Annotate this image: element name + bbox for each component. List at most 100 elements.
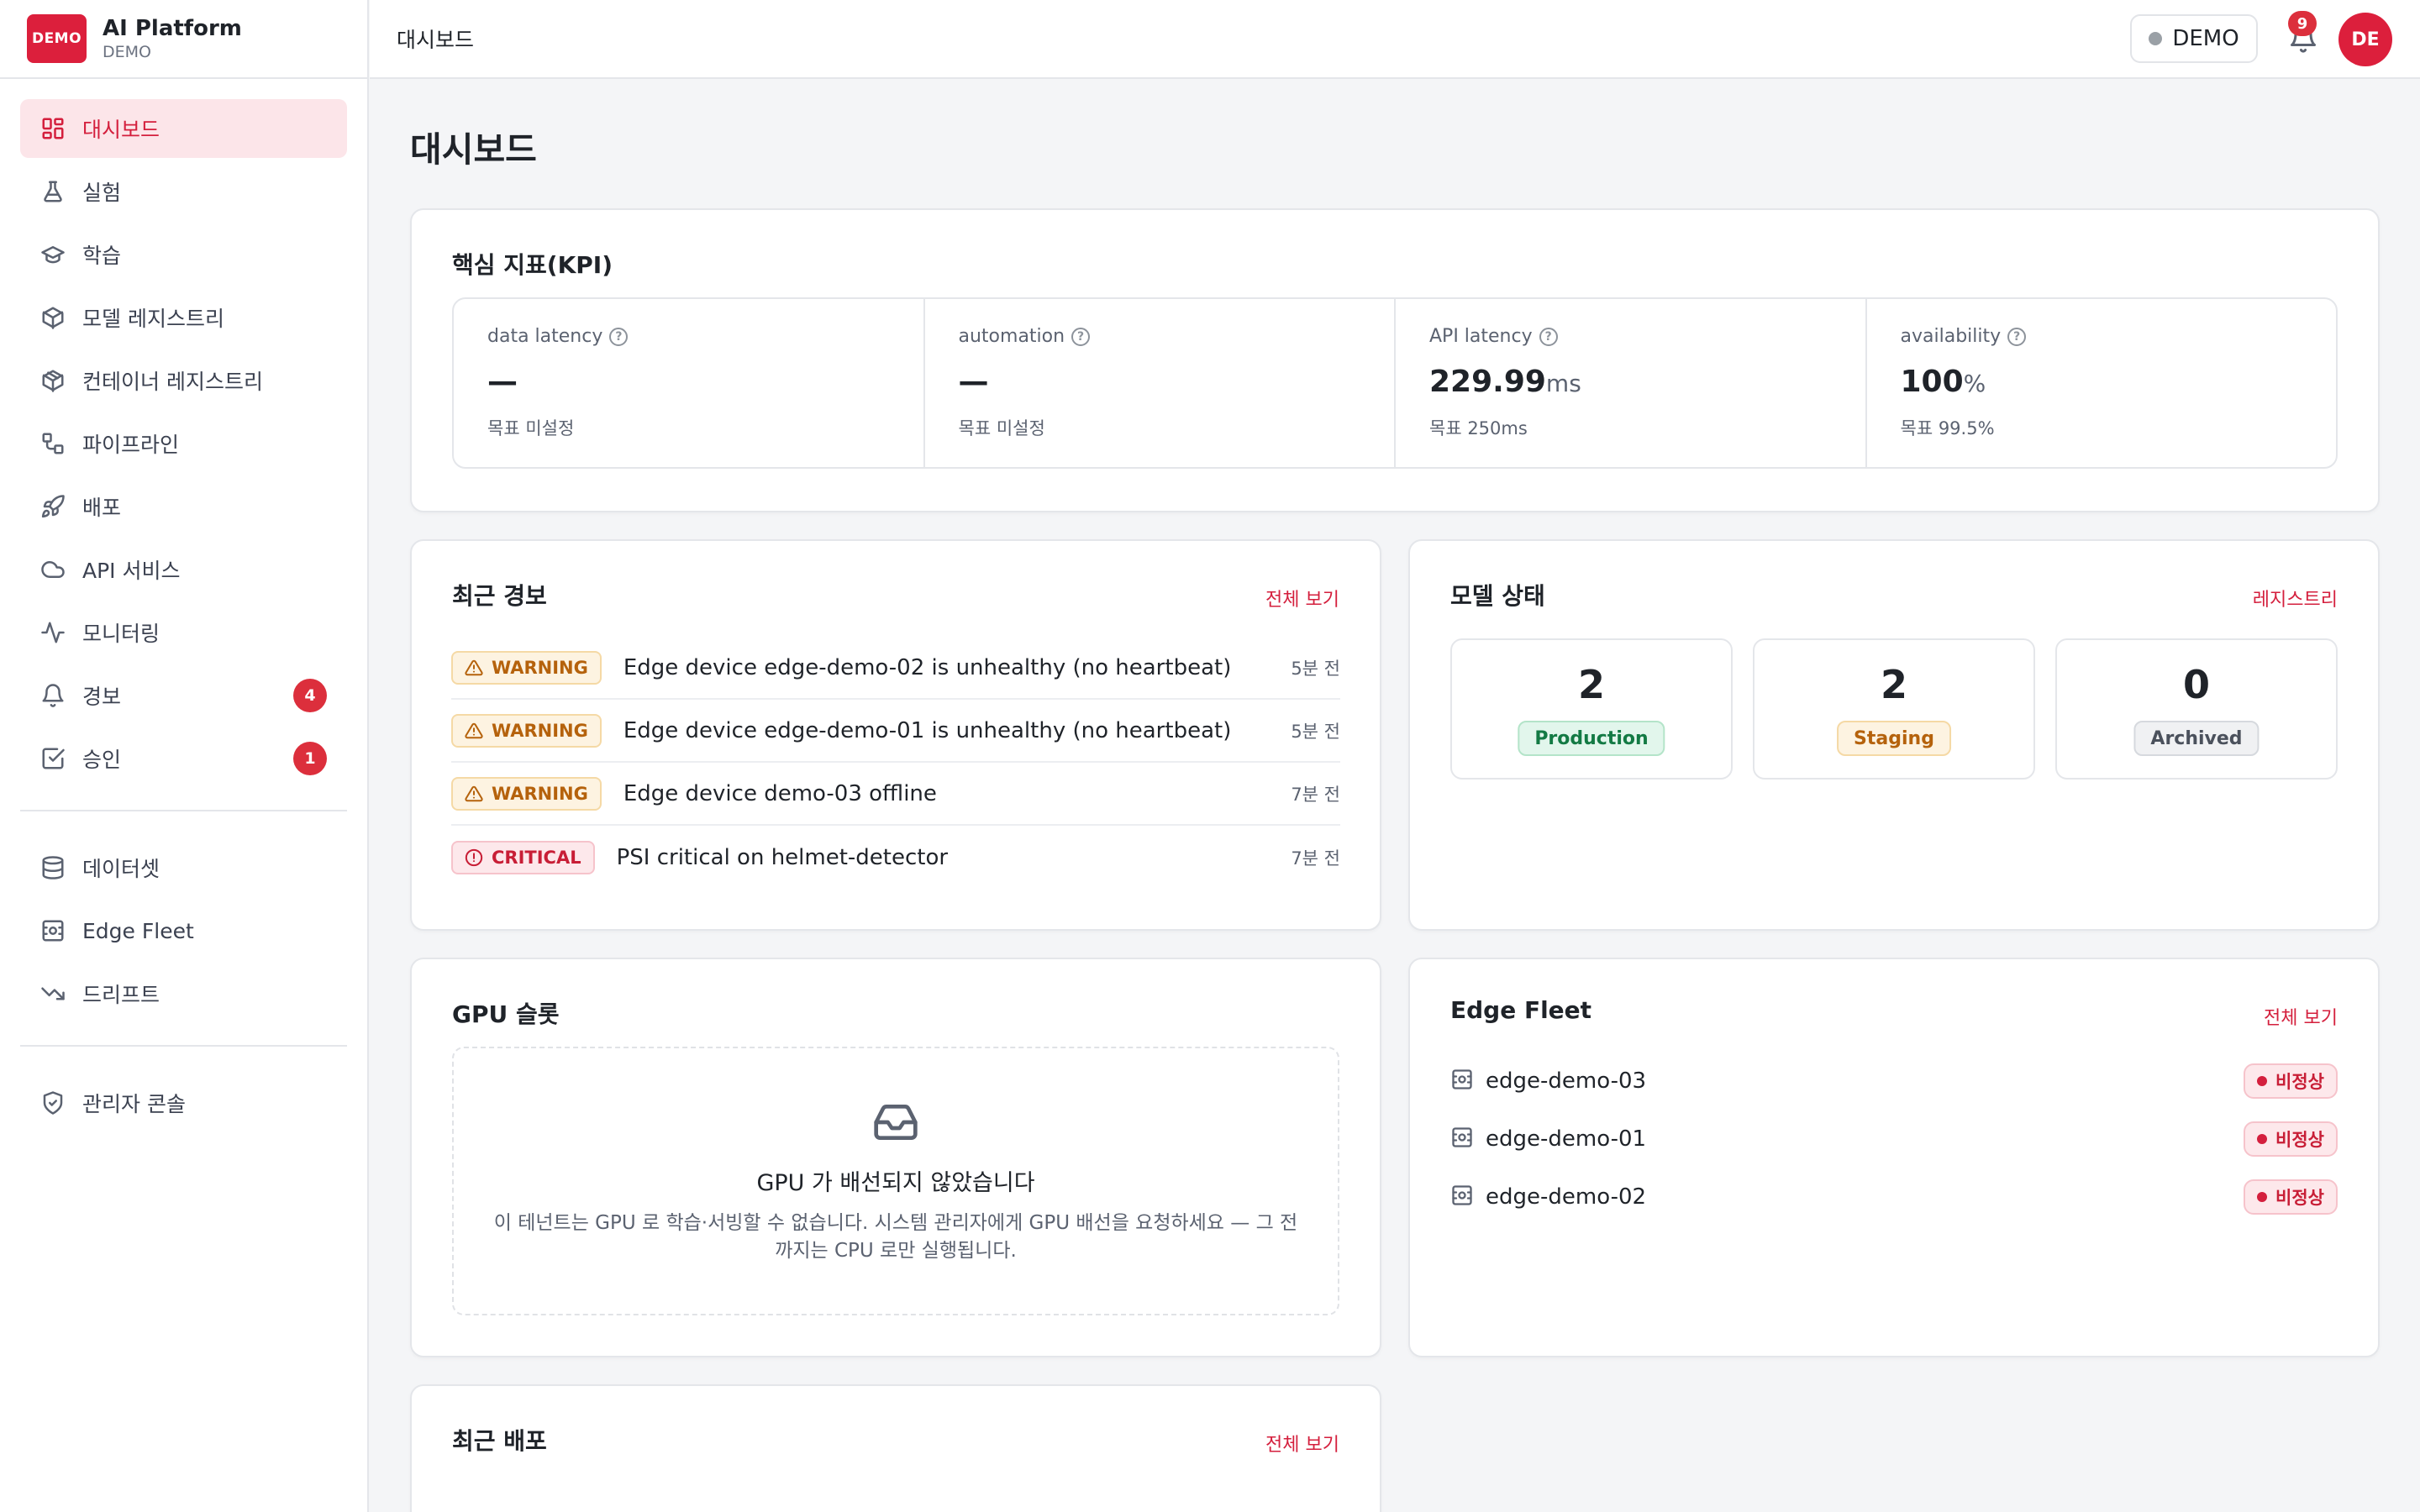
model-stage-archived[interactable]: 0 Archived — [2055, 638, 2338, 780]
sidebar-item-drift[interactable]: 드리프트 — [20, 964, 347, 1023]
package-icon — [40, 305, 66, 330]
tenant-status-dot — [2149, 32, 2163, 45]
inbox-icon — [869, 1099, 923, 1146]
edge-status-badge: 비정상 — [2244, 1063, 2338, 1099]
sidebar-item-label: 파이프라인 — [82, 433, 180, 457]
model-stage-count: 2 — [1577, 662, 1605, 707]
sidebar-item-model-registry[interactable]: 모델 레지스트리 — [20, 288, 347, 347]
model-stage-count: 0 — [2182, 662, 2210, 707]
status-dot — [2257, 1134, 2268, 1144]
brand-sub: DEMO — [103, 43, 151, 61]
sidebar-item-deploy[interactable]: 배포 — [20, 477, 347, 536]
sidebar-item-api-service[interactable]: API 서비스 — [20, 540, 347, 599]
device-icon — [1450, 1184, 1474, 1210]
container-box-icon — [40, 368, 66, 393]
device-icon — [1450, 1068, 1474, 1095]
sidebar-item-label: 컨테이너 레지스트리 — [82, 370, 263, 394]
alert-row[interactable]: CRITICAL PSI critical on helmet-detector… — [451, 826, 1340, 889]
kpi-automation: automation? — 목표 미설정 — [925, 299, 1396, 467]
kpi-label: data latency — [487, 326, 603, 347]
sidebar-item-label: 관리자 콘솔 — [82, 1092, 186, 1116]
edge-fleet-view-all-link[interactable]: 전체 보기 — [2264, 1008, 2338, 1029]
edge-device-row[interactable]: edge-demo-03 비정상 — [1450, 1060, 2338, 1102]
sidebar-item-monitoring[interactable]: 모니터링 — [20, 603, 347, 662]
check-square-icon — [40, 746, 66, 771]
sidebar-item-datasets[interactable]: 데이터셋 — [20, 838, 347, 897]
sidebar-item-experiments[interactable]: 실험 — [20, 162, 347, 221]
alert-row[interactable]: WARNING Edge device edge-demo-01 is unhe… — [451, 700, 1340, 763]
sidebar-item-label: 드리프트 — [82, 983, 160, 1007]
trending-down-icon — [40, 981, 66, 1006]
severity-badge-critical: CRITICAL — [451, 840, 595, 874]
breadcrumb[interactable]: 대시보드 — [397, 28, 475, 52]
severity-label: CRITICAL — [492, 847, 581, 868]
shield-check-icon — [40, 1090, 66, 1116]
alert-message: PSI critical on helmet-detector — [616, 844, 949, 870]
kpi-data-latency: data latency? — 목표 미설정 — [454, 299, 925, 467]
model-stage-production[interactable]: 2 Production — [1450, 638, 1733, 780]
kpi-availability: availability? 100% 목표 99.5% — [1867, 299, 2337, 467]
recent-alerts-title: 최근 경보 — [452, 582, 547, 610]
help-icon[interactable]: ? — [1071, 327, 1091, 346]
user-avatar[interactable]: DE — [2338, 13, 2392, 66]
edge-device-row[interactable]: edge-demo-02 비정상 — [1450, 1176, 2338, 1218]
gpu-slots-card: GPU 슬롯 GPU 가 배선되지 않았습니다 이 테넌트는 GPU 로 학습·… — [410, 958, 1381, 1357]
kpi-unit: ms — [1545, 370, 1581, 397]
sidebar-item-admin-console[interactable]: 관리자 콘솔 — [20, 1074, 347, 1132]
sidebar-item-alerts[interactable]: 경보 4 — [20, 666, 347, 725]
edge-fleet-title: Edge Fleet — [1450, 996, 1592, 1024]
alert-message: Edge device demo-03 offline — [623, 780, 937, 806]
sidebar-item-edge-fleet[interactable]: Edge Fleet — [20, 901, 347, 960]
sidebar-item-container-registry[interactable]: 컨테이너 레지스트리 — [20, 351, 347, 410]
kpi-row: data latency? — 목표 미설정 automation? — 목표 … — [452, 297, 2338, 469]
kpi-target: 목표 미설정 — [958, 418, 1045, 438]
kpi-target: 목표 99.5% — [1900, 418, 1995, 438]
tenant-label: DEMO — [2172, 26, 2239, 51]
help-icon[interactable]: ? — [609, 327, 629, 346]
kpi-value: 229.99 — [1429, 365, 1546, 399]
graduation-cap-icon — [40, 242, 66, 267]
kpi-value: — — [487, 365, 518, 399]
alerts-view-all-link[interactable]: 전체 보기 — [1265, 590, 1339, 611]
gpu-empty-state: GPU 가 배선되지 않았습니다 이 테넌트는 GPU 로 학습·서빙할 수 없… — [452, 1047, 1339, 1315]
edge-device-row[interactable]: edge-demo-01 비정상 — [1450, 1118, 2338, 1160]
topbar: 대시보드 DEMO 9 DE — [370, 0, 2420, 79]
edge-status-label: 비정상 — [2275, 1072, 2324, 1092]
sidebar-item-label: 데이터셋 — [82, 857, 160, 881]
sidebar-item-pipeline[interactable]: 파이프라인 — [20, 414, 347, 473]
alert-row[interactable]: WARNING Edge device edge-demo-02 is unhe… — [451, 637, 1340, 700]
severity-badge-warning: WARNING — [451, 650, 602, 685]
rocket-icon — [40, 494, 66, 519]
alert-time: 5분 전 — [1291, 658, 1340, 679]
sidebar-nav: 대시보드 실험 학습 모델 레지스트리 컨테이너 레지스트리 파이프라인 배포 — [0, 79, 367, 1132]
model-stage-staging[interactable]: 2 Staging — [1753, 638, 2035, 780]
gpu-slots-title: GPU 슬롯 — [452, 1000, 560, 1028]
pipeline-icon — [40, 431, 66, 456]
cloud-icon — [40, 557, 66, 582]
deployments-view-all-link[interactable]: 전체 보기 — [1265, 1435, 1339, 1456]
flask-icon — [40, 179, 66, 204]
sidebar-item-training[interactable]: 학습 — [20, 225, 347, 284]
kpi-value: — — [958, 365, 989, 399]
sidebar-item-label: 배포 — [82, 496, 122, 520]
sidebar-item-approvals[interactable]: 승인 1 — [20, 729, 347, 788]
approvals-count-badge: 1 — [293, 742, 327, 775]
tenant-selector[interactable]: DEMO — [2130, 14, 2258, 63]
alert-row[interactable]: WARNING Edge device demo-03 offline 7분 전 — [451, 763, 1340, 826]
brand[interactable]: DEMO AI Platform DEMO — [0, 0, 367, 79]
edge-device-name: edge-demo-01 — [1486, 1126, 1647, 1152]
stage-tag-production: Production — [1518, 721, 1665, 756]
stage-tag-staging: Staging — [1837, 721, 1951, 756]
alert-message: Edge device edge-demo-01 is unhealthy (n… — [623, 717, 1232, 743]
kpi-unit: % — [1963, 370, 1986, 397]
database-icon — [40, 855, 66, 880]
help-icon[interactable]: ? — [1539, 327, 1558, 346]
sidebar-item-dashboard[interactable]: 대시보드 — [20, 99, 347, 158]
severity-label: WARNING — [492, 657, 588, 678]
model-registry-link[interactable]: 레지스트리 — [2252, 590, 2338, 611]
warning-triangle-icon — [465, 785, 483, 801]
alert-circle-icon — [465, 848, 483, 866]
edge-status-badge: 비정상 — [2244, 1121, 2338, 1157]
help-icon[interactable]: ? — [2007, 327, 2027, 346]
alert-message: Edge device edge-demo-02 is unhealthy (n… — [623, 654, 1232, 680]
